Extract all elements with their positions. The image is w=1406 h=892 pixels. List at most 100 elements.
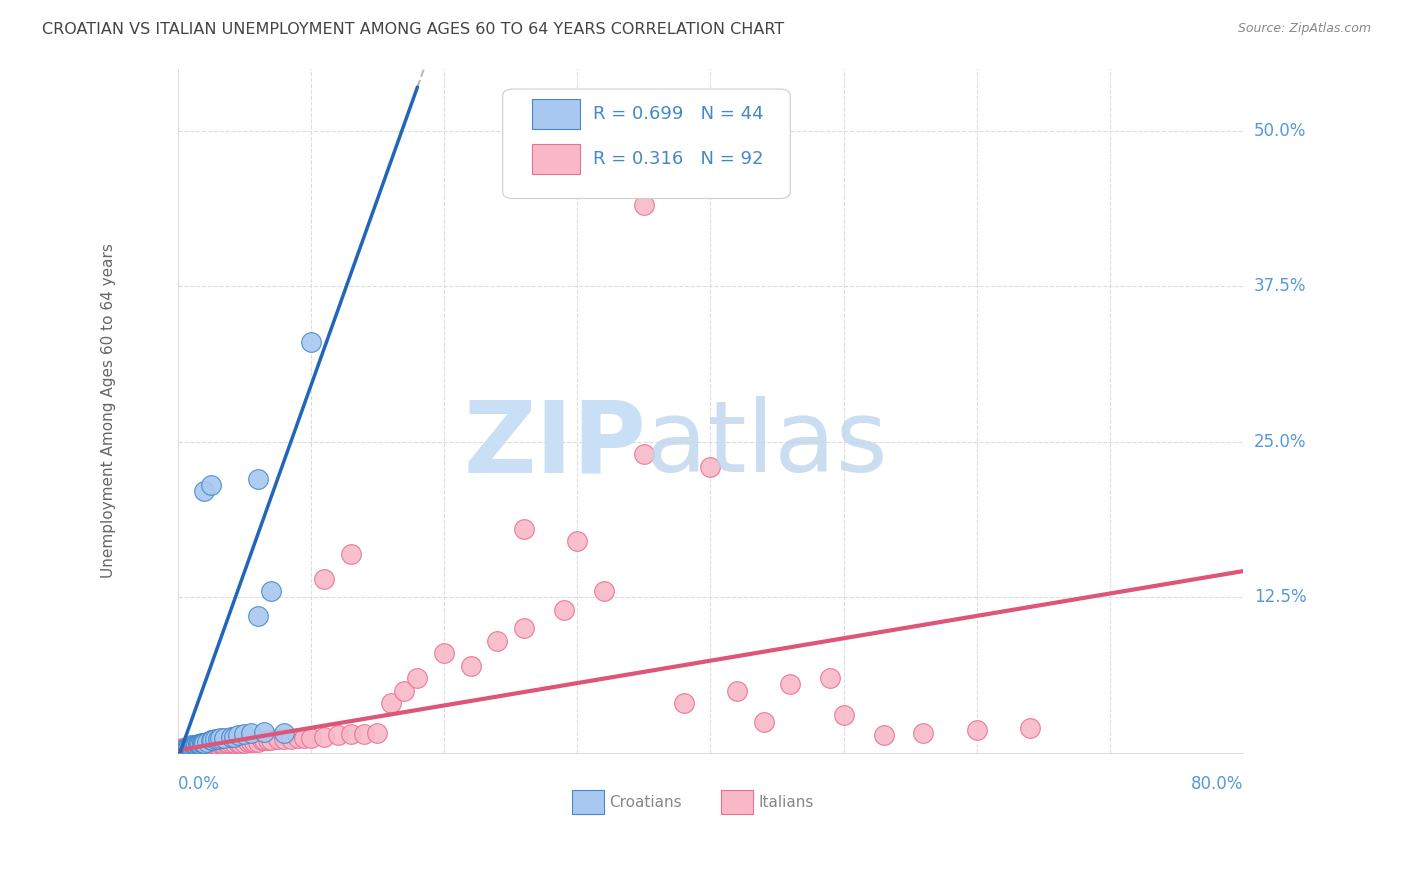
- Point: [912, 726, 935, 740]
- Point: [966, 723, 988, 738]
- Text: atlas: atlas: [647, 396, 889, 493]
- Point: [242, 734, 264, 748]
- Point: [181, 739, 204, 754]
- Point: [183, 740, 205, 755]
- Point: [200, 739, 222, 753]
- Point: [280, 732, 302, 747]
- FancyBboxPatch shape: [502, 89, 790, 199]
- Point: [195, 739, 218, 753]
- Point: [176, 742, 198, 756]
- Point: [353, 727, 375, 741]
- Point: [260, 584, 283, 599]
- Text: R = 0.316   N = 92: R = 0.316 N = 92: [593, 150, 763, 168]
- Point: [672, 696, 695, 710]
- Point: [209, 731, 232, 745]
- Point: [380, 696, 402, 710]
- Point: [779, 677, 801, 691]
- Point: [188, 737, 211, 751]
- Point: [200, 478, 222, 492]
- Point: [633, 198, 655, 212]
- Point: [340, 547, 363, 561]
- Point: [193, 739, 215, 753]
- Point: [209, 737, 232, 751]
- Point: [513, 621, 536, 635]
- Text: Source: ZipAtlas.com: Source: ZipAtlas.com: [1237, 22, 1371, 36]
- Point: [187, 739, 209, 753]
- Point: [260, 733, 283, 747]
- Point: [246, 472, 269, 486]
- Point: [238, 734, 260, 748]
- Point: [183, 739, 205, 754]
- Point: [460, 658, 482, 673]
- Point: [195, 734, 218, 748]
- Point: [553, 602, 575, 616]
- Point: [567, 534, 589, 549]
- Point: [190, 739, 212, 754]
- Point: [191, 736, 214, 750]
- Point: [204, 737, 226, 751]
- Text: ZIP: ZIP: [464, 396, 647, 493]
- Point: [186, 739, 208, 754]
- Point: [207, 732, 229, 747]
- Point: [214, 737, 236, 751]
- Point: [314, 730, 336, 744]
- Point: [193, 736, 215, 750]
- Point: [219, 730, 242, 744]
- Point: [314, 572, 336, 586]
- Point: [326, 728, 349, 742]
- Point: [1019, 721, 1042, 735]
- Point: [180, 739, 202, 754]
- Point: [392, 683, 415, 698]
- Point: [433, 646, 456, 660]
- Point: [202, 739, 225, 753]
- Point: [179, 739, 201, 754]
- Text: 25.0%: 25.0%: [1254, 433, 1306, 450]
- Text: 0.0%: 0.0%: [177, 775, 219, 793]
- Point: [193, 484, 215, 499]
- Point: [187, 739, 209, 754]
- Point: [177, 740, 200, 755]
- Point: [699, 459, 721, 474]
- Point: [207, 739, 229, 753]
- Point: [188, 737, 211, 751]
- Point: [222, 736, 245, 750]
- Point: [820, 671, 842, 685]
- Point: [406, 671, 429, 685]
- Point: [200, 737, 222, 751]
- Point: [183, 739, 205, 753]
- Point: [513, 522, 536, 536]
- Point: [214, 731, 236, 745]
- Point: [366, 726, 388, 740]
- Point: [253, 724, 276, 739]
- Point: [340, 727, 363, 741]
- Point: [273, 726, 295, 740]
- Point: [226, 728, 249, 742]
- Point: [592, 584, 614, 599]
- Point: [752, 714, 775, 729]
- Point: [173, 740, 195, 755]
- Point: [233, 727, 256, 741]
- Point: [486, 633, 509, 648]
- Point: [188, 739, 211, 754]
- Text: R = 0.699   N = 44: R = 0.699 N = 44: [593, 105, 763, 123]
- Point: [257, 733, 280, 747]
- Point: [299, 731, 322, 745]
- Point: [174, 739, 197, 754]
- Point: [190, 739, 212, 753]
- Point: [190, 736, 212, 750]
- Point: [246, 608, 269, 623]
- Point: [173, 742, 195, 756]
- Bar: [572, 790, 603, 814]
- Point: [187, 739, 209, 753]
- Point: [187, 737, 209, 751]
- Point: [188, 739, 211, 753]
- Point: [180, 740, 202, 755]
- Point: [204, 732, 226, 747]
- Point: [832, 708, 855, 723]
- Point: [233, 736, 256, 750]
- Point: [186, 739, 208, 753]
- Point: [725, 683, 748, 698]
- Point: [180, 739, 202, 754]
- Point: [177, 739, 200, 754]
- Point: [180, 740, 202, 755]
